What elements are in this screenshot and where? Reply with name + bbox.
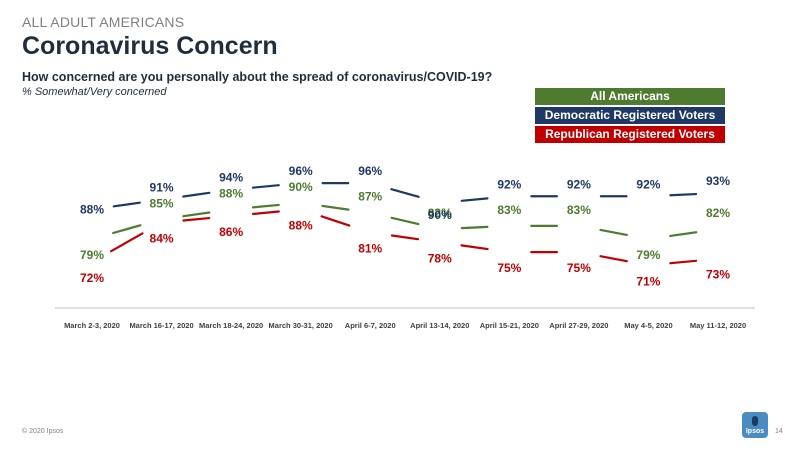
data-label: 96% [358,164,382,178]
logo-mark-icon [752,416,758,426]
series-line-segment [669,192,698,197]
data-label: 73% [706,268,730,282]
legend-item-all-americans: All Americans [535,88,725,105]
series-line-segment [669,259,698,265]
series-line-segment [320,215,351,227]
x-tick-label: March 18-24, 2020 [199,321,263,330]
chart-subtitle: % Somewhat/Very concerned [22,86,167,98]
series-line-segment [460,244,489,251]
data-label: 90% [289,180,313,194]
data-label: 92% [497,177,521,191]
legend-item-democratic-voters: Democratic Registered Voters [535,107,725,124]
x-tick-label: April 6-7, 2020 [345,321,396,330]
data-label: 88% [80,202,104,216]
page-number: 14 [775,428,783,435]
series-line-segment [390,234,420,241]
logo-text: Ipsos [745,428,765,435]
page-title: Coronavirus Concern [22,32,278,60]
data-label: 75% [497,261,521,275]
series-line-segment [182,216,211,222]
data-label: 81% [358,241,382,255]
data-label: 82% [706,206,730,220]
series-line-segment [251,210,280,216]
data-label: 88% [289,218,313,232]
x-tick-label: May 4-5, 2020 [624,321,672,330]
data-label: 90% [428,208,452,222]
x-tick-label: March 16-17, 2020 [129,321,193,330]
data-label: 86% [219,225,243,239]
series-line-segment [110,232,144,253]
series-line-segment [182,191,211,198]
x-tick-label: April 15-21, 2020 [480,321,539,330]
data-label: 91% [150,181,174,195]
series-line-segment [460,197,489,202]
series-line-segment [460,225,489,230]
section-kicker: ALL ADULT AMERICANS [22,14,185,30]
series-line-segment [251,203,280,209]
data-label: 83% [497,203,521,217]
data-label: 72% [80,271,104,285]
series-line-segment [669,231,698,238]
copyright-text: © 2020 Ipsos [22,428,64,435]
chart-legend: All Americans Democratic Registered Vote… [535,88,725,145]
data-label: 78% [428,251,452,265]
series-line-segment [112,201,141,208]
legend-item-republican-voters: Republican Registered Voters [535,126,725,143]
data-label: 92% [636,177,660,191]
data-label: 84% [150,232,174,246]
series-line-segment [251,184,280,189]
survey-question: How concerned are you personally about t… [22,70,493,84]
x-tick-label: April 27-29, 2020 [549,321,608,330]
series-line-segment [182,211,211,218]
data-label: 75% [567,261,591,275]
data-label: 85% [150,196,174,210]
data-label: 92% [567,177,591,191]
series-line-segment [112,224,142,235]
data-label: 71% [636,274,660,288]
x-tick-label: April 13-14, 2020 [410,321,469,330]
series-line-segment [321,204,350,211]
data-label: 88% [219,186,243,200]
data-label: 96% [289,164,313,178]
data-label: 93% [706,174,730,188]
data-label: 94% [219,171,243,185]
data-label: 82% [428,206,452,220]
data-label: 87% [358,190,382,204]
x-tick-label: March 2-3, 2020 [64,321,120,330]
ipsos-logo: Ipsos [742,412,768,438]
x-tick-label: May 11-12, 2020 [690,321,746,330]
data-label: 79% [80,248,104,262]
series-line-segment [390,216,420,226]
data-label: 79% [636,248,660,262]
series-line-segment [390,188,420,198]
x-tick-label: March 30-31, 2020 [269,321,333,330]
series-line-segment [599,255,628,263]
data-label: 83% [567,203,591,217]
series-line-segment [599,228,628,237]
